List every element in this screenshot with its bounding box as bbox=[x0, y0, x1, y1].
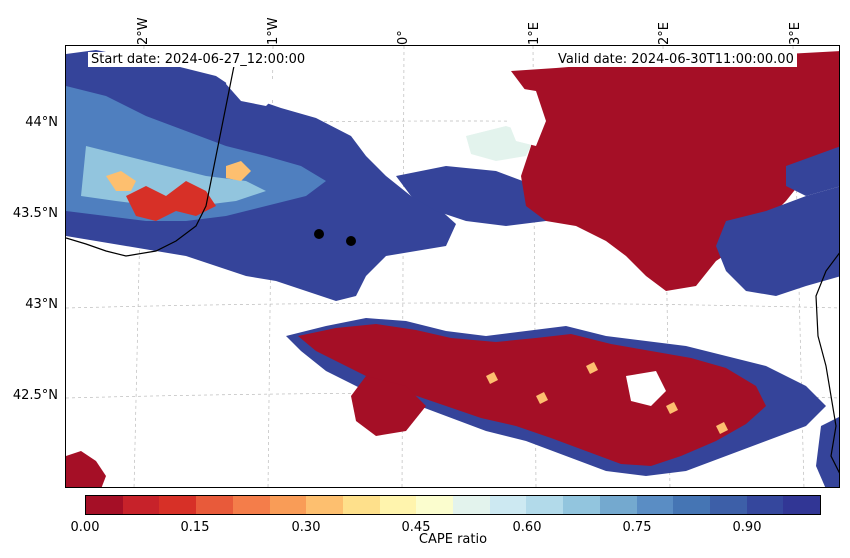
colorbar-segment-4 bbox=[232, 496, 270, 514]
colorbar-tick-5: 0.75 bbox=[622, 520, 652, 535]
lon-label-1e: 1°E bbox=[527, 22, 542, 45]
colorbar-segment-2 bbox=[159, 496, 197, 514]
colorbar-tick-0: 0.00 bbox=[70, 520, 100, 535]
parallel-42-5n bbox=[66, 392, 839, 399]
colorbar-segment-10 bbox=[453, 496, 490, 514]
location-markers bbox=[314, 229, 356, 246]
colorbar-segment-15 bbox=[636, 496, 674, 514]
colorbar-segment-17 bbox=[709, 496, 747, 514]
colorbar-label: CAPE ratio bbox=[418, 532, 488, 547]
south-white-gap bbox=[626, 371, 666, 406]
coastlines bbox=[66, 65, 839, 474]
colorbar-segment-13 bbox=[563, 496, 600, 514]
western-mixed-region bbox=[66, 50, 456, 301]
colorbar-tick-2: 0.30 bbox=[291, 520, 321, 535]
lat-label-44n: 44°N bbox=[25, 115, 58, 130]
colorbar-segment-5 bbox=[269, 496, 307, 514]
colorbar-tick-4: 0.60 bbox=[512, 520, 542, 535]
colorbar-segment-9 bbox=[416, 496, 454, 514]
colorbar-segment-1 bbox=[122, 496, 160, 514]
ne-blue-east-arm bbox=[716, 186, 839, 296]
colorbar-segment-14 bbox=[599, 496, 637, 514]
start-date-label: Start date: 2024-06-27_12:00:00 bbox=[88, 52, 309, 67]
colorbar-segment-8 bbox=[379, 496, 417, 514]
colorbar-segment-16 bbox=[673, 496, 710, 514]
lon-label-3e: 3°E bbox=[788, 22, 803, 45]
colorbar-segment-0 bbox=[86, 496, 123, 514]
central-blue-band bbox=[396, 166, 566, 226]
parallel-43n bbox=[66, 302, 839, 309]
colorbar-segment-19 bbox=[783, 496, 821, 514]
west-red-streaks bbox=[126, 181, 216, 221]
ne-white-cutout bbox=[506, 86, 546, 146]
atlantic-coast bbox=[66, 65, 235, 257]
colorbar-segment-3 bbox=[196, 496, 233, 514]
colorbar-tick-3: 0.45 bbox=[401, 520, 431, 535]
mediterranean-coast bbox=[815, 252, 839, 474]
lon-label-1w: 1°W bbox=[266, 17, 281, 45]
colorbar-segment-7 bbox=[342, 496, 380, 514]
meridian-0 bbox=[401, 46, 405, 487]
map-plot-area bbox=[65, 45, 840, 488]
colorbar-segment-6 bbox=[306, 496, 343, 514]
ne-blue-upper-right bbox=[786, 146, 839, 196]
west-white-gap-1 bbox=[226, 64, 281, 106]
lon-label-2e: 2°E bbox=[657, 22, 672, 45]
lat-label-42-5n: 42.5°N bbox=[12, 388, 58, 403]
south-red-lower-lobe bbox=[351, 376, 426, 436]
lat-label-43n: 43°N bbox=[25, 297, 58, 312]
se-corner-blue bbox=[816, 417, 839, 487]
colorbar-segment-18 bbox=[746, 496, 784, 514]
colorbar-segment-12 bbox=[526, 496, 564, 514]
lon-label-0: 0° bbox=[396, 30, 411, 45]
south-red-field bbox=[298, 324, 766, 466]
sw-corner-red bbox=[66, 451, 106, 487]
colorbar-segment-11 bbox=[489, 496, 527, 514]
lat-label-43-5n: 43.5°N bbox=[12, 206, 58, 221]
lon-label-2w: 2°W bbox=[136, 17, 151, 45]
west-white-gap-2 bbox=[306, 66, 386, 116]
west-orange-streaks bbox=[106, 161, 251, 191]
southern-red-region bbox=[286, 318, 826, 476]
colorbar-tick-6: 0.90 bbox=[732, 520, 762, 535]
marker-1 bbox=[314, 229, 324, 239]
cape-ratio-field bbox=[66, 46, 839, 487]
marker-2 bbox=[346, 236, 356, 246]
colorbar-tick-1: 0.15 bbox=[180, 520, 210, 535]
valid-date-label: Valid date: 2024-06-30T11:00:00.00 bbox=[555, 52, 797, 67]
ne-red-field bbox=[511, 51, 839, 291]
colorbar bbox=[85, 495, 821, 515]
northeast-red-region bbox=[506, 51, 839, 296]
